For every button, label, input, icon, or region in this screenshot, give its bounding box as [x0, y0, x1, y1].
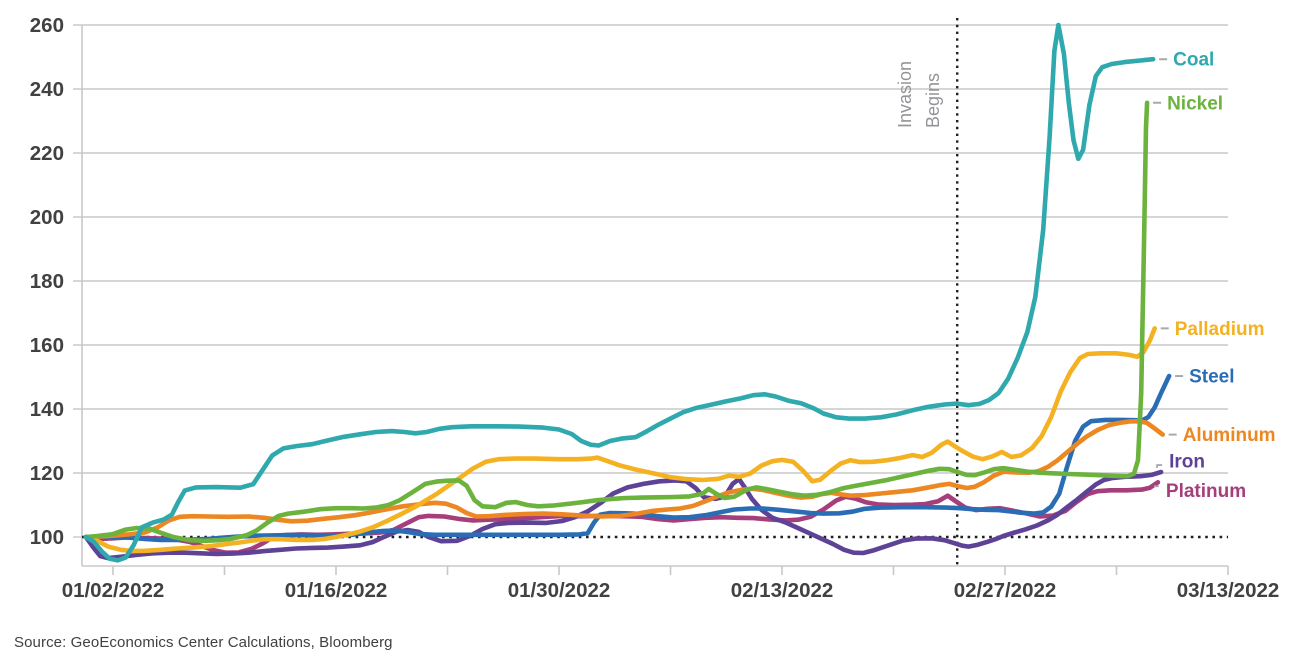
x-axis-tick-label: 02/27/2022 — [954, 579, 1057, 602]
series-line-nickel — [83, 100, 1150, 544]
invasion-begins-annotation: Invasion — [895, 61, 915, 128]
label-leader-bracket — [1156, 464, 1163, 469]
series-label-coal: Coal — [1173, 50, 1214, 71]
source-note: Source: GeoEconomics Center Calculations… — [14, 634, 393, 651]
series-label-steel: Steel — [1189, 367, 1234, 388]
y-axis-tick-label: 100 — [30, 526, 64, 549]
y-axis-tick-label: 180 — [30, 270, 64, 293]
series-line-steel — [83, 373, 1172, 543]
x-axis-tick-label: 01/16/2022 — [285, 579, 388, 602]
y-axis-tick-label: 240 — [30, 78, 64, 101]
y-axis-tick-label: 160 — [30, 334, 64, 357]
x-axis-tick-label: 01/02/2022 — [62, 579, 165, 602]
x-axis-tick-label: 03/13/2022 — [1177, 579, 1280, 602]
y-axis-tick-label: 140 — [30, 398, 64, 421]
y-axis-tick-label: 260 — [30, 14, 64, 37]
x-axis-tick-label: 01/30/2022 — [508, 579, 611, 602]
series-line-coal — [83, 22, 1156, 563]
y-axis-tick-label: 120 — [30, 462, 64, 485]
invasion-begins-annotation: Begins — [923, 73, 943, 128]
y-axis-tick-label: 220 — [30, 142, 64, 165]
series-label-nickel: Nickel — [1167, 93, 1223, 114]
series-label-platinum: Platinum — [1166, 481, 1246, 502]
series-label-iron: Iron — [1169, 452, 1205, 473]
series-line-palladium — [83, 326, 1157, 554]
series-label-palladium: Palladium — [1175, 319, 1265, 340]
x-axis-tick-label: 02/13/2022 — [731, 579, 834, 602]
y-axis-tick-label: 200 — [30, 206, 64, 229]
series-label-aluminum: Aluminum — [1183, 425, 1276, 446]
